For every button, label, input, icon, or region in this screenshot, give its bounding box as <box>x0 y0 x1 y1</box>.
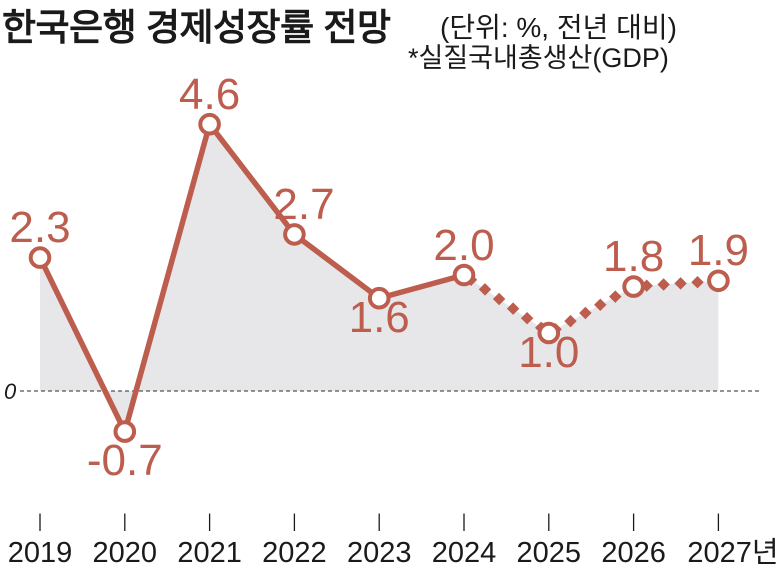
svg-text:2027년: 2027년 <box>687 537 778 569</box>
svg-text:1.6: 1.6 <box>349 293 410 342</box>
svg-text:2020: 2020 <box>93 537 158 569</box>
svg-text:2022: 2022 <box>262 537 327 569</box>
svg-text:0: 0 <box>4 379 17 404</box>
svg-text:2026: 2026 <box>601 537 666 569</box>
svg-text:1.9: 1.9 <box>688 226 749 275</box>
svg-text:2.0: 2.0 <box>433 221 494 270</box>
svg-text:4.6: 4.6 <box>179 70 240 119</box>
svg-text:2025: 2025 <box>517 537 582 569</box>
svg-text:2.3: 2.3 <box>9 203 70 252</box>
svg-text:2019: 2019 <box>8 537 73 569</box>
svg-text:1.0: 1.0 <box>518 328 579 377</box>
svg-text:1.8: 1.8 <box>603 232 664 281</box>
svg-text:2021: 2021 <box>177 537 242 569</box>
svg-text:-0.7: -0.7 <box>87 436 163 485</box>
svg-text:2024: 2024 <box>432 537 497 569</box>
svg-text:2023: 2023 <box>347 537 412 569</box>
svg-text:2.7: 2.7 <box>273 180 334 229</box>
